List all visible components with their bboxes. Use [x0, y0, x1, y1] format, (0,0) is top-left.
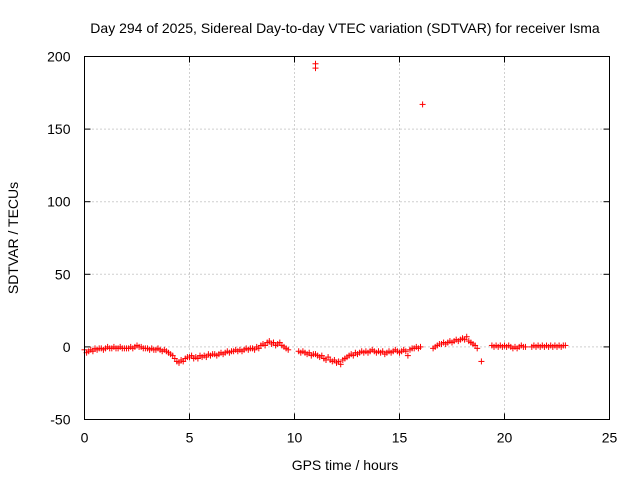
- data-point: [474, 345, 481, 352]
- x-tick-label: 25: [602, 430, 618, 446]
- data-point: [522, 343, 529, 350]
- data-point: [562, 342, 569, 349]
- data-point: [478, 358, 485, 365]
- y-tick-label: 200: [47, 49, 71, 65]
- y-tick-label: -50: [50, 412, 70, 428]
- data-points: [81, 60, 569, 368]
- data-point: [337, 361, 344, 368]
- data-point: [463, 333, 470, 340]
- x-axis-label: GPS time / hours: [292, 457, 399, 473]
- y-tick-label: 150: [47, 121, 71, 137]
- y-tick-label: 100: [47, 194, 71, 210]
- axis-ticks: [84, 56, 610, 420]
- x-tick-label: 20: [497, 430, 513, 446]
- data-point: [312, 65, 319, 72]
- plot-frame: [84, 56, 610, 420]
- y-axis-label: SDTVAR / TECUs: [5, 182, 21, 294]
- data-point: [402, 348, 409, 355]
- grid-lines: [84, 56, 610, 420]
- x-tick-label: 0: [81, 430, 89, 446]
- x-tick-label: 15: [392, 430, 408, 446]
- x-tick-labels: 0 5 10 15 20 25: [81, 430, 618, 446]
- data-point: [419, 101, 426, 108]
- x-tick-label: 5: [186, 430, 194, 446]
- data-point: [404, 352, 411, 359]
- y-tick-labels: -50 0 50 100 150 200: [47, 49, 71, 428]
- data-point: [417, 343, 424, 350]
- chart-title: Day 294 of 2025, Sidereal Day-to-day VTE…: [90, 20, 600, 36]
- y-tick-label: 50: [55, 266, 71, 282]
- y-tick-label: 0: [63, 339, 71, 355]
- data-point: [285, 346, 292, 353]
- x-tick-label: 10: [287, 430, 303, 446]
